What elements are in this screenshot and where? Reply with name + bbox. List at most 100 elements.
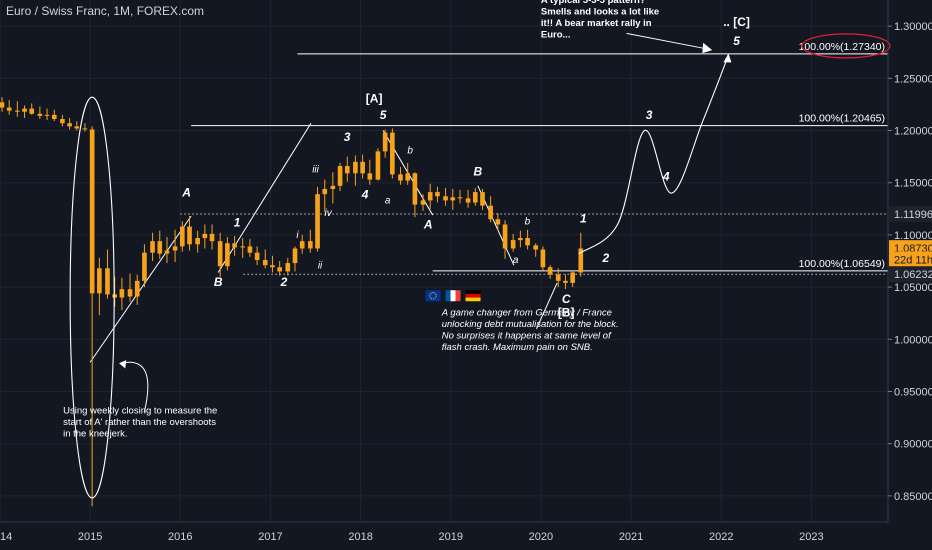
- candle-body: [119, 289, 125, 298]
- candle-body: [533, 245, 539, 250]
- candle-body: [555, 274, 561, 281]
- annotation-line: flash crash. Maximum pain on SNB.: [442, 342, 593, 353]
- candle-body: [172, 246, 178, 251]
- projection-path: [578, 55, 729, 255]
- flag-stripe: [465, 293, 481, 298]
- candle-body: [179, 226, 185, 247]
- wave-label: .. [C]: [723, 15, 750, 29]
- wave-label: A: [181, 185, 191, 199]
- candle-body: [105, 268, 110, 295]
- annotation-line: No surprises it happens at same level of: [442, 330, 612, 341]
- candle-body: [127, 289, 133, 297]
- price-tag-label: 1.11996: [894, 209, 932, 221]
- candle-body: [563, 280, 568, 283]
- candle-body: [510, 240, 516, 249]
- price-levels: 100.00%(1.27340) 100.00%(1.20465) 100.00%(…: [180, 33, 891, 275]
- annotation-line: start of A' rather than the overshoots: [63, 417, 216, 428]
- y-tick-label: 1.30000: [894, 21, 932, 33]
- wave-label: a: [385, 196, 391, 207]
- candle-body: [450, 197, 456, 201]
- flag-stripe: [425, 290, 441, 302]
- x-tick-label: 2017: [258, 531, 282, 543]
- flag-stripe: [465, 290, 481, 294]
- annotation-arrow: [626, 32, 708, 50]
- price-tag-bg: [889, 251, 932, 268]
- candle-body: [22, 108, 27, 112]
- y-tick-label: 0.95000: [894, 387, 932, 399]
- candle-body: [330, 185, 336, 189]
- wave-label: 3: [646, 108, 653, 122]
- trend-line: [89, 215, 192, 363]
- candle-body: [570, 272, 575, 283]
- flag-stripe: [450, 290, 456, 302]
- x-tick-label: 2020: [529, 531, 553, 543]
- wave-label: 1: [580, 211, 587, 225]
- flag-stripe: [465, 297, 481, 302]
- candle-body: [89, 129, 95, 294]
- candle-body: [375, 151, 381, 180]
- candle-body: [472, 192, 478, 203]
- wave-label: 5: [733, 34, 740, 48]
- flag-stripe: [455, 290, 461, 302]
- wave-label: B: [473, 164, 482, 178]
- candle-body: [254, 252, 260, 260]
- candle-body: [277, 267, 282, 272]
- candle-body: [353, 161, 358, 174]
- candle-body: [217, 241, 223, 267]
- candle-body: [97, 268, 102, 294]
- wave-label: C: [562, 292, 571, 306]
- x-tick-label: 2016: [168, 531, 192, 543]
- y-tick-label: 1.00000: [894, 334, 932, 346]
- trend-line: [217, 122, 312, 273]
- x-tick-label: 2015: [78, 531, 102, 543]
- highlight-circle: [801, 33, 891, 59]
- candle-body: [292, 248, 298, 264]
- fib-level-label: 100.00%(1.20465): [799, 113, 885, 125]
- candle-body: [164, 250, 170, 254]
- wave-label: 3: [344, 130, 351, 144]
- wave-label: 2: [280, 275, 288, 289]
- candle-body: [270, 265, 275, 268]
- y-tick-label: 1.25000: [894, 73, 932, 85]
- y-axis: 0.85000 0.90000 0.95000 1.00000 1.05000 1.100…: [887, 0, 932, 522]
- candle-body: [60, 119, 65, 124]
- chart-title: Euro / Swiss Franc, 1M, FOREX.com: [6, 4, 205, 18]
- y-tick-label: 1.05000: [894, 282, 932, 294]
- wave-label: 2: [601, 251, 609, 265]
- candle-body: [360, 161, 365, 174]
- x-tick-label: 2022: [709, 531, 733, 543]
- fib-level-label: 100.00%(1.06549): [799, 258, 885, 270]
- wave-label: iv: [325, 208, 333, 219]
- fib-level-label: 100.00%(1.27340): [799, 41, 885, 53]
- note-arrowhead: [119, 360, 127, 369]
- candle-body: [547, 267, 553, 275]
- wave-label: [B]: [558, 305, 575, 319]
- wave-label: a: [513, 255, 519, 266]
- candle-body: [465, 198, 471, 203]
- candle-body: [225, 243, 230, 267]
- wave-label: B: [214, 275, 223, 289]
- candle-body: [578, 248, 584, 273]
- x-axis: 2014 2015 2016 2017 2018 2019 2020 2021 2022 2023: [0, 521, 888, 543]
- x-tick-label: 2018: [348, 531, 372, 543]
- candle-body: [367, 173, 373, 180]
- annotations: A typical 5-3-5 pattern? Smells and looks…: [63, 0, 659, 439]
- candle-body: [412, 173, 418, 205]
- candle-body: [480, 192, 485, 206]
- candle-body: [29, 108, 35, 114]
- candle-body: [382, 132, 388, 152]
- candle-body: [232, 243, 237, 248]
- candle-body: [435, 192, 440, 197]
- candle-body: [142, 252, 147, 281]
- candle-body: [202, 233, 208, 239]
- eu-stars-icon: [429, 292, 437, 300]
- flag-stripe: [445, 290, 451, 302]
- candle-body: [495, 219, 501, 225]
- wave-label: 1: [234, 216, 241, 230]
- y-tick-label: 1.10000: [894, 230, 932, 242]
- annotation-line: in the kneejerk.: [63, 428, 127, 439]
- wave-label: iii: [312, 164, 319, 175]
- annotation-text: Using weekly closing to measure the start…: [63, 405, 217, 439]
